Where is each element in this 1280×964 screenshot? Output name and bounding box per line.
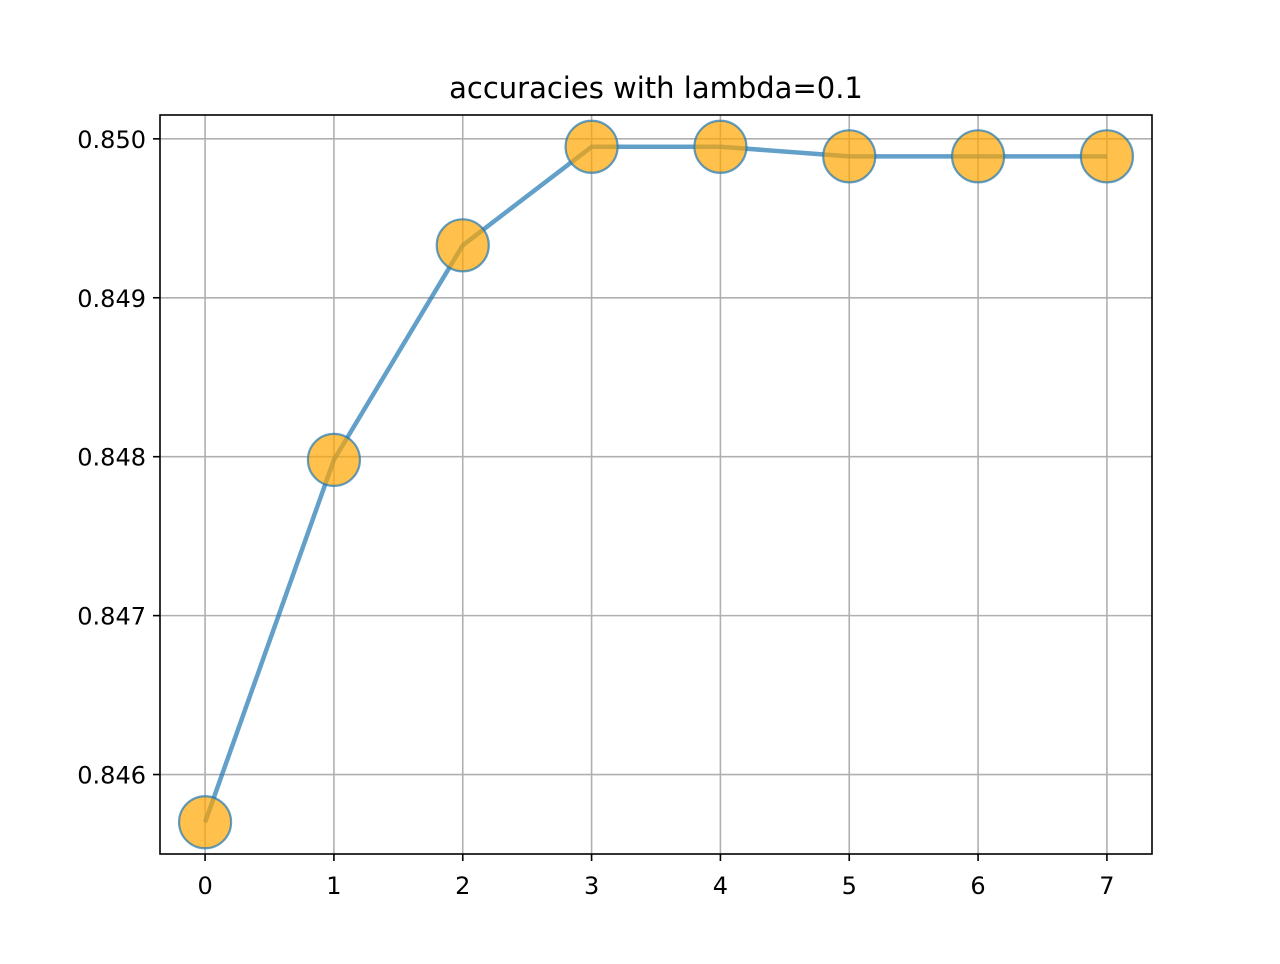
data-point-marker: [306, 432, 362, 487]
y-tick-label: 0.850: [77, 126, 146, 154]
data-point-marker: [435, 218, 490, 273]
y-tick-label: 0.846: [77, 762, 146, 790]
y-tick-label: 0.848: [77, 444, 146, 472]
y-axis: 0.846 0.847 0.848 0.849 0.850: [77, 126, 160, 790]
y-tick-label: 0.847: [77, 603, 146, 631]
x-tick-label: 5: [842, 872, 857, 900]
chart-title: accuracies with lambda=0.1: [449, 71, 863, 105]
data-point-marker: [564, 119, 619, 174]
data-point-marker: [177, 795, 233, 850]
data-point-marker: [1079, 129, 1135, 184]
x-tick-label: 0: [197, 872, 212, 900]
data-point-marker: [693, 119, 748, 174]
x-tick-label: 3: [584, 872, 599, 900]
y-tick-label: 0.849: [77, 285, 146, 313]
x-tick-label: 6: [970, 872, 985, 900]
series-markers: [177, 119, 1135, 850]
x-axis: 0 1 2 3 4 5 6 7: [197, 854, 1115, 900]
data-point-marker: [822, 129, 877, 184]
x-tick-label: 1: [326, 872, 341, 900]
x-tick-label: 7: [1099, 872, 1114, 900]
axes-frame: [159, 114, 1153, 855]
x-tick-label: 2: [455, 872, 470, 900]
x-tick-label: 4: [713, 872, 728, 900]
data-point-marker: [950, 129, 1006, 184]
